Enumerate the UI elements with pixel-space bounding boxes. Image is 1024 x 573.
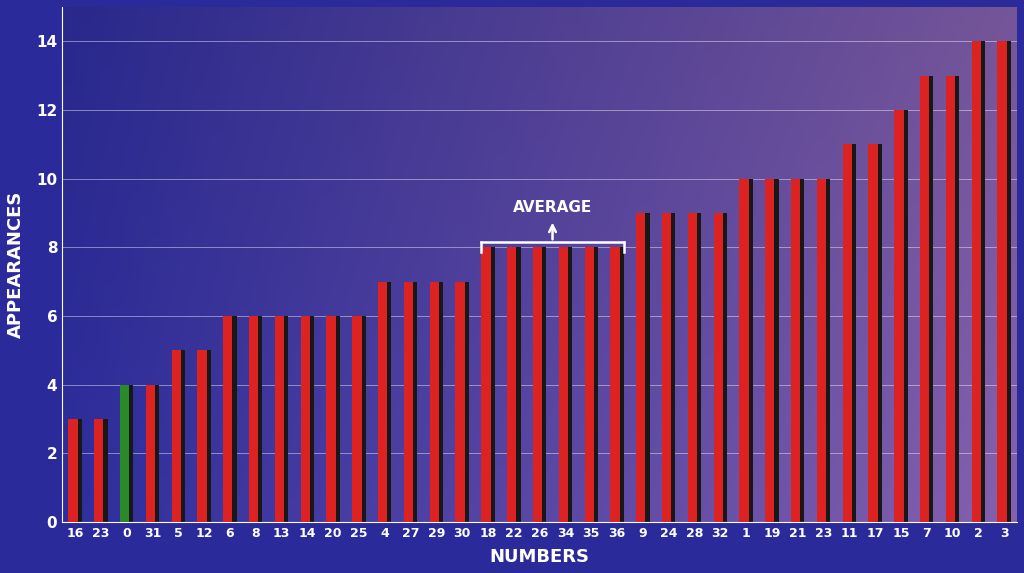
Bar [124, 384, 133, 522]
Bar [356, 316, 366, 522]
Bar [94, 419, 103, 522]
Bar [950, 76, 959, 522]
Bar [795, 179, 805, 522]
Bar [430, 281, 439, 522]
Bar [145, 384, 155, 522]
Bar [274, 316, 284, 522]
Bar [843, 144, 852, 522]
Bar [507, 247, 516, 522]
Bar [666, 213, 676, 522]
Bar [610, 247, 620, 522]
Bar [791, 179, 801, 522]
Bar [636, 213, 645, 522]
X-axis label: NUMBERS: NUMBERS [489, 548, 590, 566]
Bar [563, 247, 572, 522]
Bar [408, 281, 418, 522]
Bar [279, 316, 288, 522]
Bar [202, 350, 211, 522]
Bar [718, 213, 727, 522]
Bar [765, 179, 774, 522]
Bar [73, 419, 82, 522]
Bar [253, 316, 262, 522]
Bar [120, 384, 129, 522]
Bar [434, 281, 443, 522]
Bar [1001, 41, 1011, 522]
Bar [511, 247, 520, 522]
Bar [821, 179, 830, 522]
Bar [769, 179, 778, 522]
Bar [456, 281, 465, 522]
Bar [585, 247, 594, 522]
Bar [894, 110, 903, 522]
Bar [739, 179, 749, 522]
Bar [976, 41, 985, 522]
Bar [868, 144, 878, 522]
Bar [327, 316, 336, 522]
Bar [485, 247, 495, 522]
Bar [872, 144, 882, 522]
Bar [69, 419, 78, 522]
Text: AVERAGE: AVERAGE [513, 199, 592, 215]
Bar [172, 350, 181, 522]
Bar [223, 316, 232, 522]
Bar [614, 247, 624, 522]
Bar [305, 316, 314, 522]
Y-axis label: APPEARANCES: APPEARANCES [7, 191, 25, 338]
Bar [997, 41, 1007, 522]
Bar [176, 350, 185, 522]
Bar [817, 179, 826, 522]
Bar [640, 213, 649, 522]
Bar [378, 281, 387, 522]
Bar [898, 110, 907, 522]
Bar [249, 316, 258, 522]
Bar [692, 213, 701, 522]
Bar [946, 76, 955, 522]
Bar [352, 316, 361, 522]
Bar [688, 213, 697, 522]
Bar [481, 247, 490, 522]
Bar [924, 76, 934, 522]
Bar [301, 316, 310, 522]
Bar [403, 281, 413, 522]
Bar [227, 316, 237, 522]
Bar [589, 247, 598, 522]
Bar [743, 179, 753, 522]
Bar [198, 350, 207, 522]
Bar [559, 247, 568, 522]
Bar [150, 384, 159, 522]
Bar [847, 144, 856, 522]
Bar [382, 281, 391, 522]
Bar [331, 316, 340, 522]
Bar [460, 281, 469, 522]
Bar [537, 247, 547, 522]
Bar [920, 76, 930, 522]
Bar [662, 213, 671, 522]
Bar [532, 247, 542, 522]
Bar [714, 213, 723, 522]
Bar [972, 41, 981, 522]
Bar [98, 419, 108, 522]
